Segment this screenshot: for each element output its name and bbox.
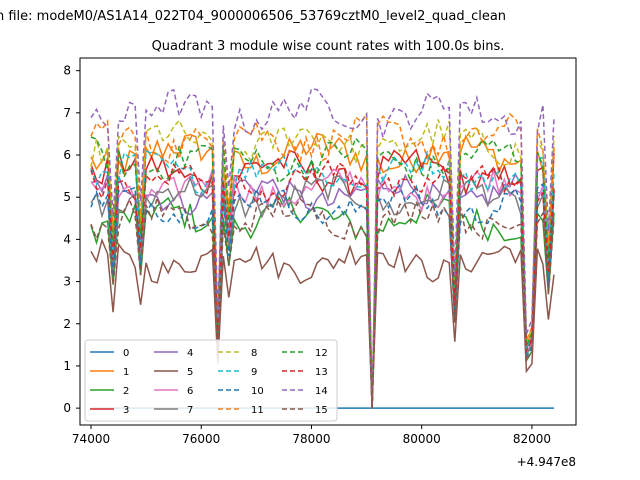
x-axis-ticks: 74000 76000 78000 80000 82000 xyxy=(72,425,551,446)
y-tick-label: 7 xyxy=(63,106,71,120)
series-line-8 xyxy=(90,119,555,409)
x-axis-offset-label: +4.947e8 xyxy=(517,455,576,469)
x-tick-label: 80000 xyxy=(403,432,441,446)
legend-label-12: 12 xyxy=(315,348,328,359)
legend-label-0: 0 xyxy=(123,348,129,359)
x-tick-label: 74000 xyxy=(72,432,110,446)
series-line-7 xyxy=(90,175,555,409)
legend-label-13: 13 xyxy=(315,367,328,378)
legend-label-5: 5 xyxy=(187,367,193,378)
legend-label-9: 9 xyxy=(251,367,257,378)
legend-label-11: 11 xyxy=(251,405,264,416)
legend-label-8: 8 xyxy=(251,348,257,359)
legend-box xyxy=(84,339,338,422)
figure-suptitle: n file: modeM0/AS1A14_022T04_9000006506_… xyxy=(0,9,506,24)
legend-label-1: 1 xyxy=(123,367,129,378)
y-tick-label: 1 xyxy=(63,359,71,373)
series-line-15 xyxy=(90,194,555,409)
series-line-9 xyxy=(90,149,555,409)
y-tick-label: 0 xyxy=(63,401,71,415)
y-tick-label: 3 xyxy=(63,275,71,289)
legend-label-2: 2 xyxy=(123,386,129,397)
series-line-14 xyxy=(90,87,555,409)
series-line-12 xyxy=(90,136,555,409)
legend-label-7: 7 xyxy=(187,405,193,416)
plot-lines xyxy=(90,87,555,409)
legend-label-6: 6 xyxy=(187,386,193,397)
legend-label-3: 3 xyxy=(123,405,129,416)
y-tick-label: 6 xyxy=(63,148,71,162)
y-tick-label: 2 xyxy=(63,317,71,331)
series-line-11 xyxy=(90,112,555,409)
y-tick-label: 4 xyxy=(63,232,71,246)
chart-title: Quadrant 3 module wise count rates with … xyxy=(152,39,505,54)
x-tick-label: 76000 xyxy=(182,432,220,446)
series-line-2 xyxy=(90,193,555,409)
series-line-4 xyxy=(90,172,555,409)
legend-label-4: 4 xyxy=(187,348,193,359)
axes-frame xyxy=(79,57,577,426)
series-line-5 xyxy=(90,237,555,409)
series-line-13 xyxy=(90,159,555,409)
legend-label-15: 15 xyxy=(315,405,328,416)
y-tick-label: 8 xyxy=(63,64,71,78)
legend-label-14: 14 xyxy=(315,386,328,397)
series-line-10 xyxy=(90,182,555,409)
y-tick-label: 5 xyxy=(63,190,71,204)
y-axis-ticks: 0 1 2 3 4 5 6 7 8 xyxy=(63,64,80,415)
x-tick-label: 82000 xyxy=(513,432,551,446)
legend-label-10: 10 xyxy=(251,386,264,397)
x-tick-label: 78000 xyxy=(292,432,330,446)
